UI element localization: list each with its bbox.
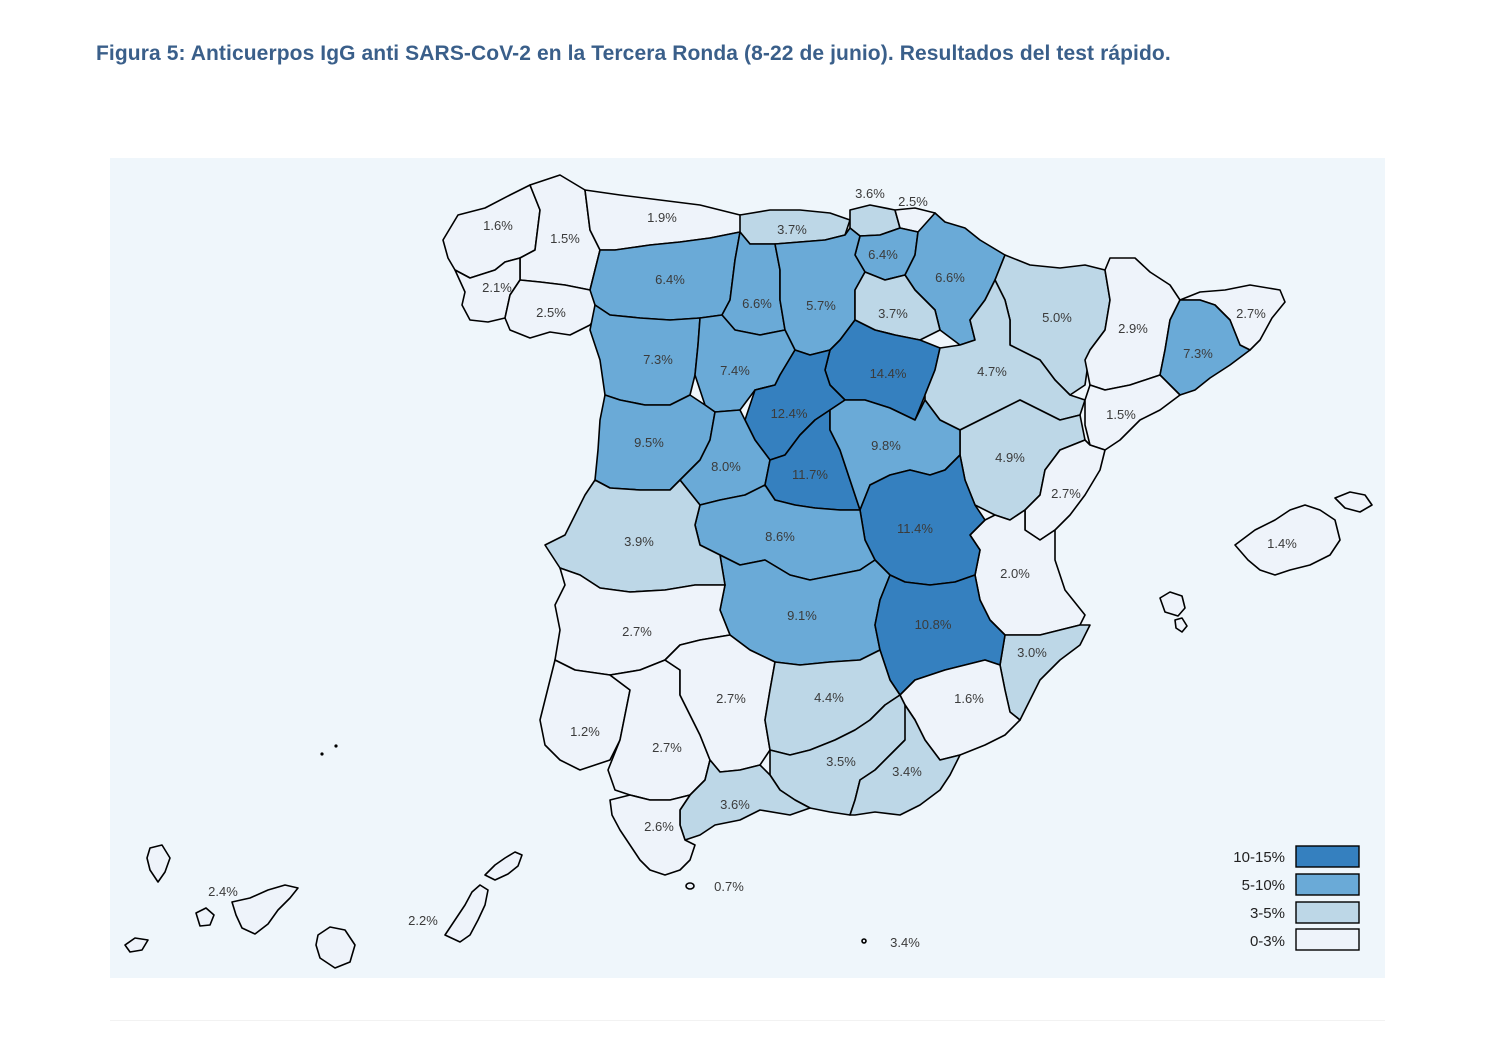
province-label: 11.4% [897, 521, 933, 536]
islet-2 [334, 744, 338, 748]
province-menorca[interactable] [1334, 491, 1373, 513]
island-gran-canaria[interactable] [315, 926, 356, 969]
province-label: 2.7% [622, 624, 652, 639]
province-tarragona[interactable] [1084, 374, 1181, 451]
province-label: 9.1% [787, 608, 817, 623]
province-label: 5.0% [1042, 310, 1072, 325]
island-el-hierro[interactable] [124, 937, 149, 953]
province-label: 2.7% [1051, 486, 1081, 501]
province-shapes [124, 174, 1373, 969]
province-label: 1.6% [954, 691, 984, 706]
province-label: 3.6% [855, 186, 885, 201]
province-label: 3.5% [826, 754, 856, 769]
province-label: 5.7% [806, 298, 836, 313]
province-label: 4.9% [995, 450, 1025, 465]
province-label: 2.7% [1236, 306, 1266, 321]
legend: 10-15% 5-10% 3-5% 0-3% [1233, 845, 1360, 951]
province-label: 12.4% [771, 406, 808, 421]
province-label: 0.7% [714, 879, 744, 894]
province-ourense[interactable] [504, 279, 606, 339]
ceuta-shape[interactable] [685, 882, 695, 890]
province-label: 2.9% [1118, 321, 1148, 336]
province-label: 1.5% [1106, 407, 1136, 422]
province-label: 6.6% [935, 270, 965, 285]
province-label: 2.7% [716, 691, 746, 706]
province-label: 3.4% [890, 935, 920, 950]
province-label: 3.4% [892, 764, 922, 779]
province-label: 2.0% [1000, 566, 1030, 581]
legend-label: 5-10% [1242, 877, 1285, 894]
province-ibiza[interactable] [1159, 591, 1186, 617]
province-label: 9.5% [634, 435, 664, 450]
divider [110, 1020, 1385, 1021]
province-label: 10.8% [915, 617, 952, 632]
province-label: 9.8% [871, 438, 901, 453]
legend-swatch [1295, 901, 1360, 924]
figure-title: Figura 5: Anticuerpos IgG anti SARS-CoV-… [96, 42, 1171, 65]
province-label: 4.4% [814, 690, 844, 705]
province-label: 3.7% [878, 306, 908, 321]
province-label: 6.4% [655, 272, 685, 287]
province-label: 7.3% [643, 352, 673, 367]
province-label: 11.7% [792, 467, 828, 482]
province-label: 6.6% [742, 296, 772, 311]
island-fuerteventura[interactable] [444, 884, 489, 943]
province-mallorca[interactable] [1234, 504, 1341, 576]
legend-label: 10-15% [1233, 849, 1285, 866]
province-label: 8.0% [711, 459, 741, 474]
province-label: 2.1% [482, 280, 512, 295]
province-label: 3.9% [624, 534, 654, 549]
province-almeria[interactable] [849, 704, 961, 816]
island-la-gomera[interactable] [195, 907, 215, 927]
province-label: 2.2% [408, 913, 438, 928]
islet-1 [320, 752, 324, 756]
legend-label: 0-3% [1250, 933, 1285, 950]
island-la-palma[interactable] [146, 844, 171, 883]
legend-swatch [1295, 873, 1360, 896]
province-alicante[interactable] [999, 624, 1091, 721]
province-label: 8.6% [765, 529, 795, 544]
legend-label: 3-5% [1250, 905, 1285, 922]
province-label: 3.6% [720, 797, 750, 812]
province-cadiz[interactable] [609, 794, 696, 876]
province-label: 6.4% [868, 247, 898, 262]
island-lanzarote[interactable] [484, 851, 523, 881]
province-label: 2.6% [644, 819, 674, 834]
province-label: 3.0% [1017, 645, 1047, 660]
province-label: 3.7% [777, 222, 807, 237]
province-label: 4.7% [977, 364, 1007, 379]
province-label: 2.5% [898, 194, 928, 209]
province-label: 1.6% [483, 218, 513, 233]
legend-swatch [1295, 928, 1360, 951]
province-label: 1.5% [550, 231, 580, 246]
province-label: 2.5% [536, 305, 566, 320]
province-cordoba[interactable] [664, 634, 776, 773]
province-label: 14.4% [870, 366, 907, 381]
province-formentera[interactable] [1174, 617, 1188, 633]
province-label: 1.9% [647, 210, 677, 225]
legend-swatch [1295, 845, 1360, 868]
island-tenerife[interactable] [231, 884, 299, 935]
province-label: 2.7% [652, 740, 682, 755]
province-label: 1.2% [570, 724, 600, 739]
province-label: 7.4% [720, 363, 750, 378]
melilla-shape[interactable] [861, 938, 867, 944]
province-label: 2.4% [208, 884, 238, 899]
province-labels: 1.6% 1.5% 1.9% 3.7% 3.6% 2.5% 6.4% 6.4% … [208, 186, 1297, 950]
province-label: 7.3% [1183, 346, 1213, 361]
province-label: 1.4% [1267, 536, 1297, 551]
